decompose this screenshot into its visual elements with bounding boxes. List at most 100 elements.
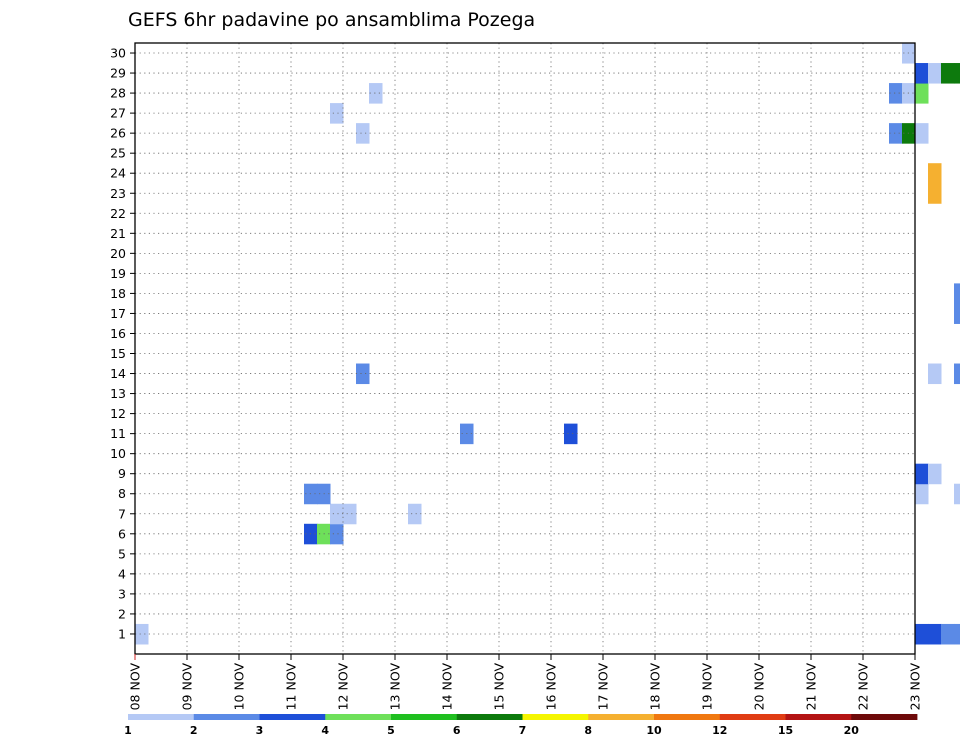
y-tick-label: 23: [110, 186, 126, 201]
colorbar-swatch: [851, 714, 918, 720]
colorbar-swatch: [719, 714, 786, 720]
y-tick-label: 24: [110, 166, 126, 181]
y-tick-label: 11: [110, 426, 126, 441]
y-tick-label: 25: [110, 146, 126, 161]
heatmap-cell: [954, 63, 960, 84]
x-tick-label: 13 NOV: [388, 663, 403, 711]
heatmap-cell: [954, 483, 960, 505]
heatmap-cell: [330, 523, 344, 545]
x-tick-label: 11 NOV: [284, 663, 299, 711]
y-tick-label: 12: [110, 406, 126, 421]
x-tick-label: 08 NOV: [128, 663, 143, 711]
x-tick-label: 19 NOV: [700, 663, 715, 711]
heatmap-cell: [889, 123, 903, 144]
heatmap-cell: [330, 103, 344, 124]
colorbar-label: 12: [712, 724, 727, 737]
heatmap-cell: [915, 63, 929, 84]
colorbar-label: 15: [778, 724, 793, 737]
y-tick-label: 5: [118, 546, 126, 561]
colorbar-swatch: [128, 714, 195, 720]
heatmap-cell: [330, 503, 344, 525]
y-axis: 1234567891011121314151617181920212223242…: [110, 46, 135, 641]
heatmap-cell: [954, 363, 960, 385]
heatmap-cell: [954, 283, 960, 304]
x-tick-label: 20 NOV: [752, 663, 767, 711]
x-tick-label: 15 NOV: [492, 663, 507, 711]
y-tick-label: 19: [110, 266, 126, 281]
y-tick-label: 16: [110, 326, 126, 341]
y-tick-label: 8: [118, 486, 126, 501]
heatmap-cell: [928, 163, 942, 184]
y-tick-label: 18: [110, 286, 126, 301]
colorbar-label: 10: [646, 724, 662, 737]
y-tick-label: 30: [110, 46, 126, 61]
grid-layer: [135, 43, 915, 654]
x-tick-label: 18 NOV: [648, 663, 663, 711]
colorbar-label: 2: [190, 724, 198, 737]
y-tick-label: 2: [118, 606, 126, 621]
colorbar: 1 2 3 4 5 6 7 8 10 12 15 20: [124, 714, 918, 737]
heatmap-cell: [135, 623, 149, 645]
heatmap-cell: [928, 623, 942, 645]
colorbar-label: 3: [256, 724, 264, 737]
y-tick-label: 28: [110, 86, 126, 101]
colorbar-swatch: [522, 714, 589, 720]
colorbar-swatch: [259, 714, 326, 720]
y-tick-label: 17: [110, 306, 126, 321]
y-tick-label: 3: [118, 586, 126, 601]
heatmap-cell: [954, 303, 960, 324]
y-tick-label: 6: [118, 526, 126, 541]
heatmap-cell: [915, 483, 929, 505]
colorbar-swatch: [391, 714, 458, 720]
y-tick-label: 26: [110, 126, 126, 141]
heatmap-cell: [889, 83, 903, 104]
y-tick-label: 4: [118, 566, 126, 581]
heatmap-cell: [915, 463, 929, 485]
x-tick-label: 23 NOV: [908, 663, 923, 711]
heatmap-cell: [941, 623, 955, 645]
colorbar-label: 6: [453, 724, 461, 737]
colorbar-label: 4: [321, 724, 329, 737]
chart-title: GEFS 6hr padavine po ansamblima Pozega: [128, 9, 535, 31]
colorbar-swatch: [654, 714, 721, 720]
colorbar-swatch: [456, 714, 523, 720]
heatmap-cell: [369, 83, 383, 104]
y-tick-label: 10: [110, 446, 126, 461]
x-tick-label: 16 NOV: [544, 663, 559, 711]
y-tick-label: 9: [118, 466, 126, 481]
heatmap-cell: [915, 123, 929, 144]
heatmap-cell: [928, 463, 942, 485]
y-tick-label: 21: [110, 226, 126, 241]
heatmap-cell: [915, 83, 929, 104]
colorbar-label: 20: [844, 724, 860, 737]
heatmap-cell: [408, 503, 422, 525]
y-tick-label: 27: [110, 106, 126, 121]
x-axis: 08 NOV 09 NOV 10 NOV 11 NOV 12 NOV 13 NOV 14 N…: [128, 654, 923, 710]
heatmap-cell: [343, 503, 357, 525]
x-tick-label: 14 NOV: [440, 663, 455, 711]
x-tick-label: 09 NOV: [180, 663, 195, 711]
y-tick-label: 20: [110, 246, 126, 261]
cells-layer: [135, 43, 960, 645]
heatmap-cell: [928, 63, 942, 84]
heatmap-cell: [954, 623, 960, 645]
x-tick-label: 21 NOV: [804, 663, 819, 711]
heatmap-cell: [928, 363, 942, 385]
colorbar-label: 5: [387, 724, 395, 737]
colorbar-label: 7: [519, 724, 527, 737]
y-tick-label: 22: [110, 206, 126, 221]
colorbar-label: 8: [584, 724, 592, 737]
colorbar-swatch: [588, 714, 655, 720]
heatmap-cell: [356, 363, 370, 385]
heatmap-cell: [564, 423, 578, 445]
colorbar-swatch: [785, 714, 852, 720]
heatmap-cell: [941, 63, 955, 84]
colorbar-label: 1: [124, 724, 132, 737]
y-tick-label: 7: [118, 506, 126, 521]
y-tick-label: 14: [110, 366, 126, 381]
y-tick-label: 15: [110, 346, 126, 361]
y-tick-label: 13: [110, 386, 126, 401]
heatmap-cell: [915, 623, 929, 645]
y-tick-label: 1: [118, 626, 126, 641]
